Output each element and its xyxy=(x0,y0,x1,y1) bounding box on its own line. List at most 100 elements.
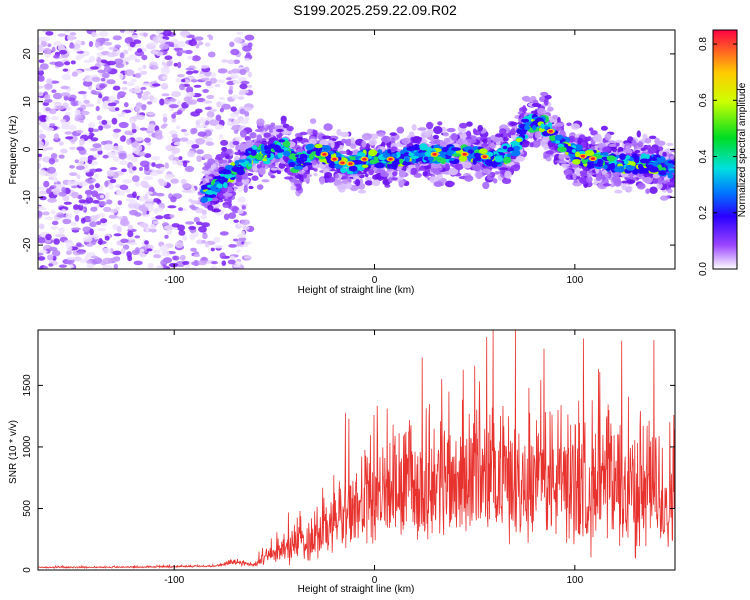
noise-speck xyxy=(238,186,243,192)
ridge-halo xyxy=(221,146,228,152)
ridge-core xyxy=(424,150,433,157)
noise-speck xyxy=(100,260,107,266)
noise-speck xyxy=(140,86,147,90)
noise-speck xyxy=(38,252,44,256)
ridge-halo xyxy=(554,122,564,127)
ridge-halo xyxy=(667,188,673,194)
colorbar-tick-label: 0.0 xyxy=(698,262,709,276)
noise-speck xyxy=(144,153,152,159)
ridge-core xyxy=(375,162,385,169)
noise-speck xyxy=(74,214,80,222)
noise-speck xyxy=(92,128,100,132)
ridge-halo xyxy=(499,167,509,171)
noise-speck xyxy=(61,73,72,81)
ridge-halo xyxy=(319,177,325,185)
noise-speck xyxy=(60,92,71,97)
ridge-halo xyxy=(487,173,493,177)
noise-speck xyxy=(98,201,107,206)
noise-speck xyxy=(129,163,134,168)
ridge-halo xyxy=(568,135,576,143)
ridge-halo xyxy=(390,146,398,152)
ridge-halo xyxy=(398,170,407,178)
noise-speck xyxy=(200,214,208,220)
noise-speck xyxy=(53,238,60,245)
ridge-halo xyxy=(509,121,518,126)
ridge-halo xyxy=(424,132,432,138)
noise-speck xyxy=(70,100,80,107)
noise-speck xyxy=(38,59,45,63)
noise-speck xyxy=(38,186,47,191)
noise-speck xyxy=(156,265,164,269)
noise-speck xyxy=(237,96,245,100)
noise-speck xyxy=(124,69,135,76)
noise-speck xyxy=(197,131,207,137)
noise-speck xyxy=(114,58,124,65)
noise-speck xyxy=(67,180,75,187)
noise-speck xyxy=(76,115,83,120)
noise-speck xyxy=(134,50,145,57)
ridge-halo xyxy=(408,131,415,136)
ridge-halo xyxy=(592,134,603,143)
noise-speck xyxy=(193,231,199,238)
ridge-halo xyxy=(222,204,229,208)
ridge-core xyxy=(251,145,258,150)
noise-speck xyxy=(53,54,60,59)
noise-speck xyxy=(173,62,178,67)
noise-speck xyxy=(162,116,168,123)
noise-speck xyxy=(144,137,151,143)
ridge-halo xyxy=(573,179,578,184)
noise-speck xyxy=(197,260,208,266)
noise-speck xyxy=(182,260,190,265)
noise-speck xyxy=(100,194,105,199)
ridge-core xyxy=(603,164,608,170)
ridge-halo xyxy=(336,184,347,191)
noise-speck xyxy=(196,239,204,245)
ridge-halo xyxy=(644,137,652,144)
noise-speck xyxy=(232,80,241,85)
noise-speck xyxy=(178,156,183,161)
ridge-halo xyxy=(439,140,445,148)
noise-speck xyxy=(140,70,148,75)
noise-speck xyxy=(181,183,191,189)
noise-speck xyxy=(113,128,121,133)
noise-speck xyxy=(43,180,50,188)
noise-speck xyxy=(76,242,82,247)
ridge-halo xyxy=(657,146,664,151)
ridge-halo xyxy=(306,128,314,135)
ridge-halo xyxy=(563,169,570,174)
ridge-core xyxy=(441,148,446,152)
noise-speck xyxy=(219,252,226,259)
noise-speck xyxy=(193,253,201,258)
ridge-halo xyxy=(647,144,652,153)
ridge-halo xyxy=(204,164,212,169)
noise-speck xyxy=(188,39,197,47)
ridge-halo xyxy=(276,170,282,175)
noise-speck xyxy=(121,111,126,115)
snr-y-axis-label: SNR (10 * v/v) xyxy=(8,420,19,484)
ridge-halo xyxy=(251,175,259,181)
noise-speck xyxy=(69,165,75,169)
noise-speck xyxy=(187,150,196,158)
noise-speck xyxy=(138,166,144,172)
ridge-halo xyxy=(515,155,525,162)
ridge-halo xyxy=(254,128,264,133)
noise-speck xyxy=(91,190,99,198)
noise-speck xyxy=(233,219,239,223)
noise-speck xyxy=(199,117,206,124)
noise-speck xyxy=(70,60,76,65)
noise-speck xyxy=(49,186,55,190)
noise-speck xyxy=(204,42,211,47)
ridge-core xyxy=(278,139,285,143)
noise-speck xyxy=(94,41,101,48)
ridge-core xyxy=(223,169,232,175)
noise-speck xyxy=(185,221,195,225)
noise-speck xyxy=(171,160,178,165)
ridge-halo xyxy=(537,107,546,115)
noise-speck xyxy=(76,174,81,179)
noise-speck xyxy=(121,168,127,173)
snr-plot xyxy=(38,330,675,570)
noise-speck xyxy=(236,249,241,253)
ridge-peak-core xyxy=(482,155,487,159)
noise-speck xyxy=(210,72,217,79)
noise-speck xyxy=(153,249,161,254)
